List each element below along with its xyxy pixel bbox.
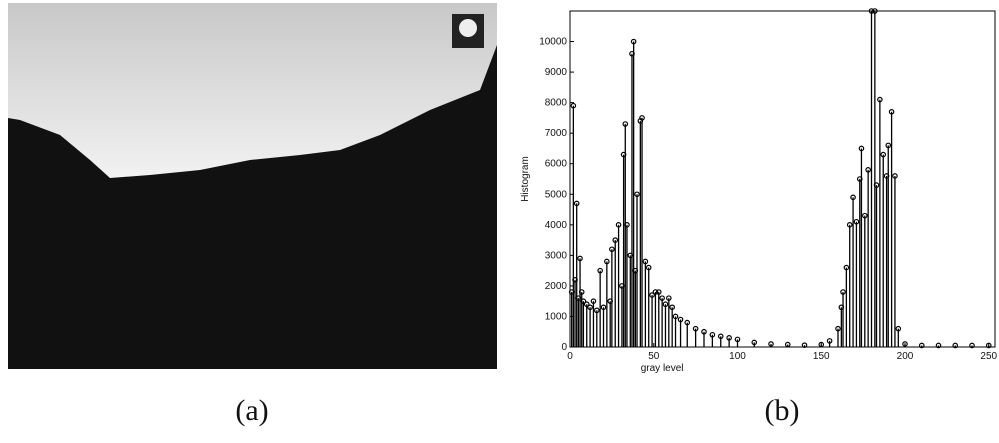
stem-marker — [873, 182, 880, 188]
y-axis-label: Histogram — [520, 156, 531, 202]
stem-marker — [590, 298, 597, 304]
x-tick-label: 150 — [813, 351, 830, 362]
stem-marker — [659, 295, 665, 301]
y-tick-label: 10000 — [539, 37, 567, 48]
stem-marker — [604, 258, 610, 265]
stem-marker — [846, 222, 853, 228]
y-tick-label: 5000 — [545, 189, 568, 200]
y-tick-label: 7000 — [545, 128, 568, 139]
stem-marker — [652, 289, 659, 295]
stem-marker — [642, 258, 649, 265]
stem-marker — [818, 341, 825, 348]
stem-marker — [717, 333, 724, 340]
stem-marker — [892, 173, 898, 179]
stem-marker — [877, 96, 883, 103]
stem-marker — [969, 342, 975, 349]
stem-marker — [597, 267, 603, 274]
stem-marker — [624, 222, 630, 228]
stem-marker — [826, 338, 833, 344]
caption: (a) — [235, 394, 268, 427]
y-tick-label: 4000 — [545, 220, 568, 231]
stem-marker — [880, 151, 887, 158]
histogram-chart: 0100020003000400050006000700080009000100… — [520, 8, 998, 374]
photo — [8, 3, 497, 369]
y-tick-label: 8000 — [545, 98, 568, 109]
stem-marker — [840, 289, 846, 295]
stem-marker — [573, 200, 580, 207]
stem-marker — [872, 8, 878, 14]
stem-marker — [593, 307, 600, 314]
stem-marker — [645, 264, 652, 271]
x-tick-label: 250 — [980, 351, 997, 362]
stem-marker — [868, 8, 875, 14]
stem-marker — [655, 289, 662, 295]
stem-marker — [935, 342, 942, 349]
stem-marker — [570, 102, 577, 109]
y-tick-label: 1000 — [545, 311, 568, 322]
plot-frame — [569, 10, 996, 348]
y-tick-label: 9000 — [545, 67, 568, 78]
stem-marker — [578, 289, 585, 295]
y-tick-label: 6000 — [545, 159, 568, 170]
stem-marker — [701, 328, 707, 335]
stem-marker — [918, 342, 925, 349]
stem-marker — [630, 38, 637, 45]
y-tick-label: 0 — [561, 342, 567, 353]
stem-marker — [709, 331, 716, 338]
stem-marker — [677, 316, 684, 323]
stem-marker — [784, 341, 791, 348]
x-axis-label: gray level — [641, 363, 684, 374]
stem-marker — [843, 264, 850, 271]
stem-marker — [662, 301, 669, 308]
stem-marker — [666, 295, 672, 301]
stem-marker — [634, 191, 640, 198]
stem-marker — [865, 167, 871, 173]
stem-marker — [858, 145, 865, 152]
stem-marker — [612, 237, 619, 243]
stem-marker — [895, 325, 902, 332]
stem-marker — [669, 304, 675, 311]
stem-marker — [861, 212, 868, 219]
stem-marker — [649, 292, 655, 298]
x-tick-label: 200 — [897, 351, 914, 362]
x-tick-label: 100 — [729, 351, 746, 362]
stem-marker — [684, 319, 691, 326]
stem-marker — [672, 313, 679, 320]
stem-marker — [902, 341, 908, 347]
stem-marker — [577, 255, 583, 262]
stem-marker — [639, 115, 645, 121]
y-tick-label: 2000 — [545, 281, 568, 292]
stem-marker — [587, 304, 593, 311]
stem-marker — [850, 194, 856, 201]
stem-marker — [768, 341, 774, 347]
stem-marker — [853, 218, 860, 225]
stem-marker — [734, 336, 741, 343]
stem-marker — [888, 109, 895, 115]
stem-marker — [885, 142, 892, 149]
stem-marker — [952, 342, 959, 349]
x-tick-label: 50 — [648, 351, 660, 362]
caption: (b) — [765, 394, 800, 427]
stem-marker — [583, 301, 590, 308]
stem-marker — [985, 342, 992, 349]
stem-marker — [615, 222, 622, 228]
stem-marker — [751, 339, 758, 346]
stem-marker — [835, 325, 841, 332]
y-tick-label: 3000 — [545, 250, 568, 261]
stem-marker — [692, 325, 699, 332]
stem-marker — [726, 335, 732, 341]
stem-marker — [580, 298, 587, 304]
stem-marker — [622, 121, 629, 127]
stem-marker — [600, 304, 607, 311]
x-tick-label: 0 — [567, 351, 573, 362]
stem-marker — [609, 246, 615, 253]
stem-marker — [801, 342, 808, 348]
